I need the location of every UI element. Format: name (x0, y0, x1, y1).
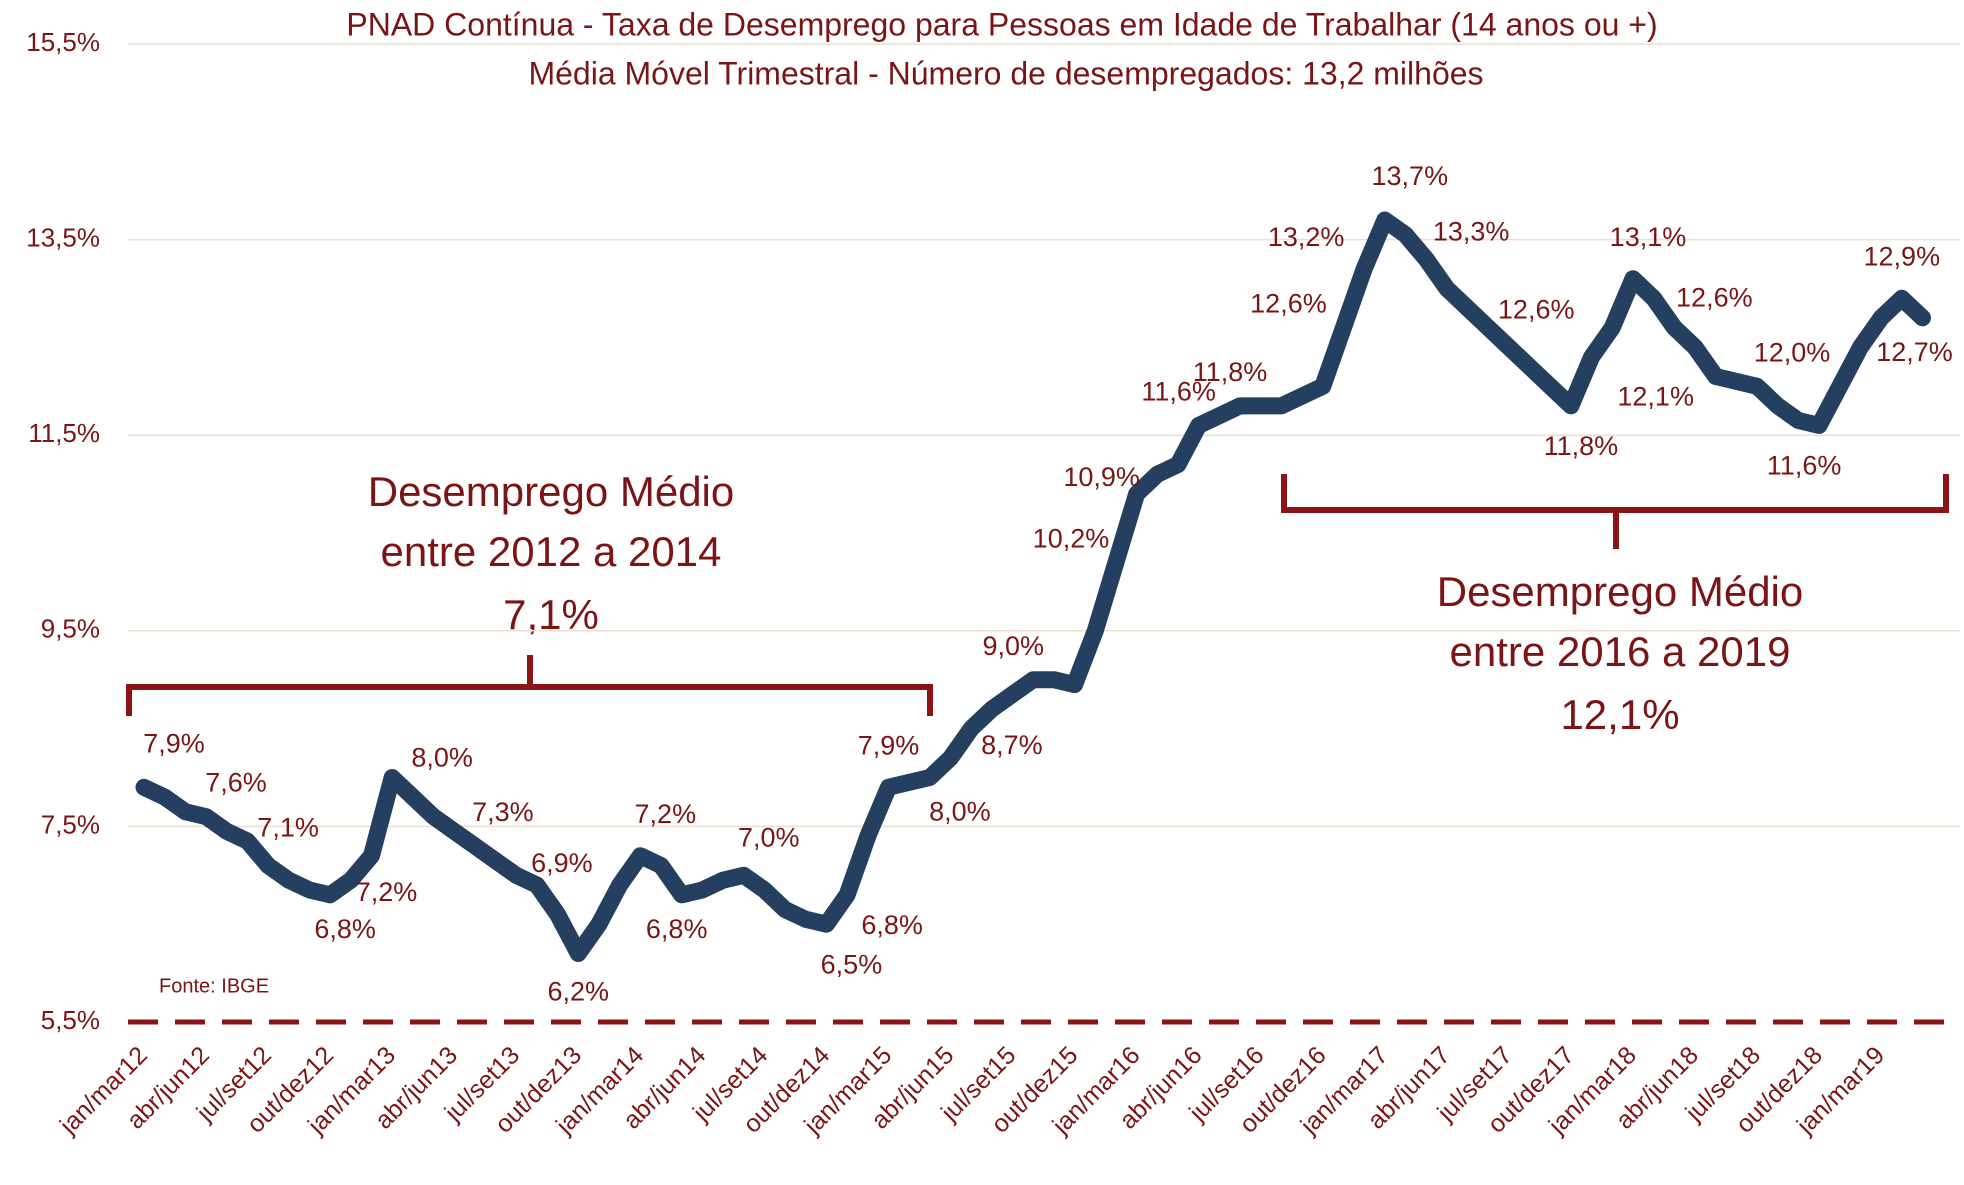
data-label: 7,2% (635, 799, 697, 829)
data-label: 13,3% (1433, 216, 1510, 246)
bracket (126, 655, 933, 716)
annotation: Desemprego Médio (368, 468, 735, 515)
data-label: 6,5% (821, 949, 883, 979)
data-label: 7,9% (858, 730, 920, 760)
data-label: 10,2% (1033, 523, 1110, 553)
annotation: 12,1% (1560, 691, 1679, 738)
data-label: 8,0% (929, 797, 991, 827)
data-label: 7,2% (356, 877, 418, 907)
y-tick-label: 9,5% (41, 614, 100, 644)
annotation: entre 2016 a 2019 (1450, 628, 1791, 675)
data-label: 12,6% (1498, 295, 1575, 325)
y-tick-label: 7,5% (41, 809, 100, 839)
data-label: 7,6% (205, 768, 267, 798)
data-label: 8,0% (411, 743, 473, 773)
data-label: 6,8% (646, 914, 708, 944)
chart-subtitle: Média Móvel Trimestral - Número de desem… (528, 55, 1483, 91)
data-label: 6,8% (861, 910, 923, 940)
data-label: 13,2% (1268, 222, 1345, 252)
data-label: 11,6% (1767, 451, 1842, 481)
bracket (1281, 474, 1949, 549)
source-note: Fonte: IBGE (159, 975, 269, 997)
data-label: 13,7% (1372, 161, 1449, 191)
data-label: 11,8% (1544, 431, 1619, 461)
chart-title: PNAD Contínua - Taxa de Desemprego para … (346, 6, 1657, 42)
data-label: 12,9% (1864, 241, 1941, 271)
data-label: 12,1% (1617, 382, 1694, 412)
data-label: 7,3% (472, 797, 534, 827)
data-label: 12,6% (1250, 289, 1327, 319)
data-label: 10,9% (1063, 462, 1140, 492)
data-label: 11,6% (1141, 377, 1216, 407)
data-label: 12,0% (1754, 337, 1831, 367)
data-line (135, 211, 1931, 963)
data-label: 6,8% (314, 914, 376, 944)
annotation: entre 2012 a 2014 (381, 528, 722, 575)
annotation: Desemprego Médio (1437, 568, 1804, 615)
y-tick-label: 11,5% (28, 418, 100, 448)
data-label: 12,7% (1876, 337, 1953, 367)
data-label: 9,0% (982, 631, 1044, 661)
data-label: 6,9% (531, 848, 593, 878)
data-label: 11,8% (1193, 357, 1268, 387)
data-label: 7,0% (738, 822, 800, 852)
data-label: 8,7% (981, 730, 1043, 760)
data-label: 13,1% (1610, 222, 1687, 252)
data-label: 7,9% (143, 728, 205, 758)
data-label: 12,6% (1676, 283, 1753, 313)
y-tick-label: 15,5% (26, 27, 100, 57)
y-tick-label: 5,5% (41, 1005, 100, 1035)
data-label: 6,2% (548, 977, 610, 1007)
y-tick-label: 13,5% (26, 222, 100, 252)
data-label: 7,1% (257, 813, 319, 843)
